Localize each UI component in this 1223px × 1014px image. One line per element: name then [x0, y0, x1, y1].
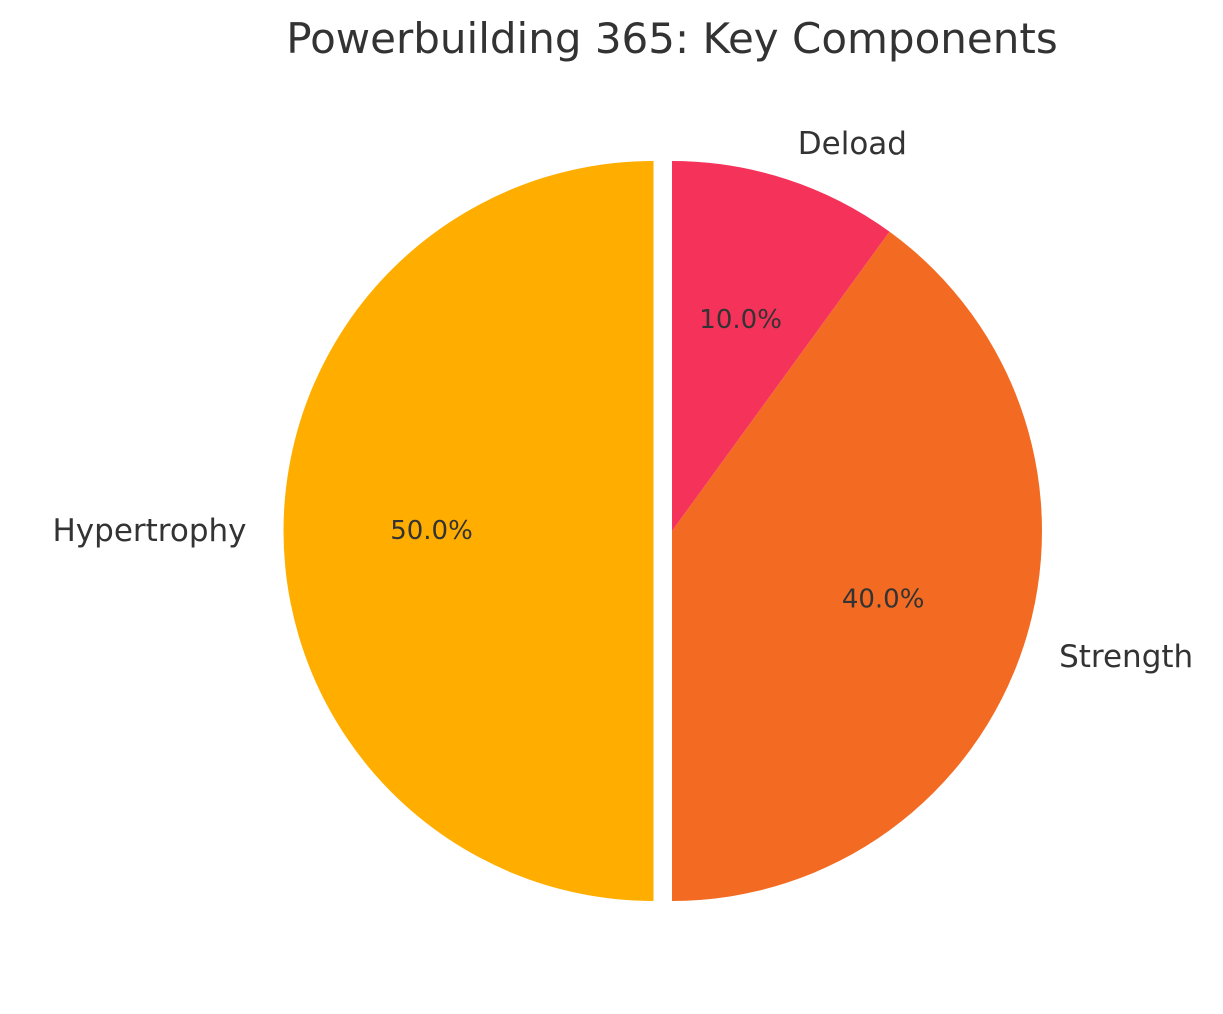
pie-category-label-strength: Strength [1059, 639, 1193, 675]
pie-percent-label-deload: 10.0% [699, 305, 782, 335]
pie-category-label-deload: Deload [798, 126, 907, 162]
pie-slice-deload [672, 161, 890, 531]
chart-title: Powerbuilding 365: Key Components [286, 14, 1058, 63]
pie-slice-strength [672, 231, 1042, 902]
pie-percent-label-hypertrophy: 50.0% [390, 516, 473, 546]
pie-slice-hypertrophy [283, 161, 654, 901]
pie-percent-label-strength: 40.0% [842, 585, 925, 615]
pie-category-label-hypertrophy: Hypertrophy [52, 513, 246, 549]
